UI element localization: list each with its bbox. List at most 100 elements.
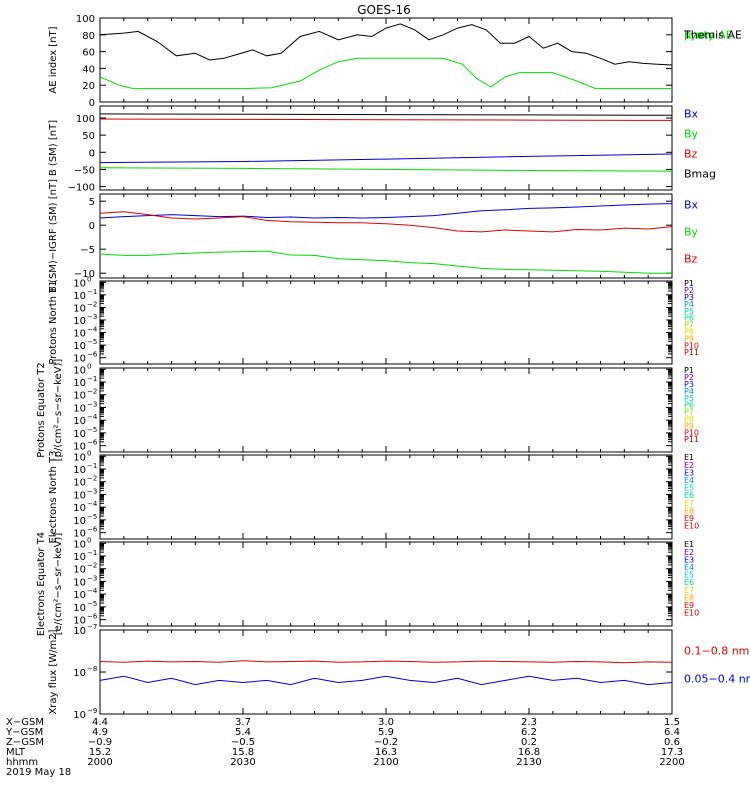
legend-entry: P6 xyxy=(684,401,694,410)
series-line-bmag xyxy=(99,113,673,116)
y-tick-label: 10 xyxy=(73,603,86,614)
panel-frame xyxy=(99,454,673,540)
y-tick-label: 60 xyxy=(82,48,95,59)
panel-frame xyxy=(99,280,673,365)
series-line-by xyxy=(99,250,672,274)
y-axis-units: [e/(cm²−s−sr−keV)] xyxy=(53,533,64,636)
legend-entry: E8 xyxy=(684,593,694,602)
legend-entry: P3 xyxy=(684,293,694,302)
y-tick-exponent: −7 xyxy=(87,623,97,631)
legend-entry: P10 xyxy=(684,341,699,350)
y-axis-label: Protons North T1 xyxy=(48,280,59,364)
y-tick-label: 10 xyxy=(73,341,86,352)
x-tick-value: 17.3 xyxy=(661,747,683,758)
y-tick-exponent: 0 xyxy=(87,536,91,544)
legend-entry: E3 xyxy=(684,555,694,564)
y-tick-label: −50 xyxy=(74,165,95,176)
x-row-label: Z−GSM xyxy=(6,737,44,748)
y-tick-label: 10 xyxy=(73,565,86,576)
y-axis-label: Protons Equator T2 xyxy=(36,362,47,458)
x-tick-value: 15.2 xyxy=(89,747,111,758)
x-tick-value: 1.5 xyxy=(664,717,680,728)
y-tick-exponent: 0 xyxy=(87,362,91,370)
series-line-kyoto-proxy-ae xyxy=(99,57,672,90)
x-tick-value: 4.4 xyxy=(92,717,108,728)
legend-entry: Themis AE xyxy=(683,28,742,41)
panel-bsm: −100 −50 0 50 100 B (SM) [nT] Bx By Bz Bmag xyxy=(48,105,716,194)
y-tick-label: 10 xyxy=(73,365,86,376)
x-row-label: X−GSM xyxy=(6,717,44,728)
y-tick-label: 50 xyxy=(82,131,95,142)
y-tick-label: 0 xyxy=(89,148,95,159)
legend-entry: E5 xyxy=(684,484,694,493)
legend-entry: Kyoto xyxy=(684,28,715,41)
y-tick-label: 10 xyxy=(73,577,86,588)
y-tick-exponent: −5 xyxy=(87,426,97,434)
y-tick-exponent: −3 xyxy=(87,313,97,321)
y-axis-units: [p/(cm²−s−sr−keV)] xyxy=(53,359,64,462)
legend-entry: E2 xyxy=(684,461,694,470)
legend-entry: E6 xyxy=(684,491,694,500)
y-axis-label: Electrons North T3 xyxy=(48,450,59,543)
legend-entry: P9 xyxy=(684,421,694,430)
legend-entry: P8 xyxy=(684,328,694,337)
legend-entry: P4 xyxy=(684,387,694,396)
y-tick-label: 10 xyxy=(73,668,86,679)
legend-entry: Bz xyxy=(684,252,698,265)
legend-entry: P7 xyxy=(684,321,694,330)
x-tick-value: 2130 xyxy=(516,757,541,768)
legend-entry: Bmag xyxy=(684,167,716,180)
legend-entry: P11 xyxy=(684,435,699,444)
x-tick-value: −0.2 xyxy=(374,737,398,748)
y-tick-label: 10 xyxy=(73,516,86,527)
y-tick-exponent: −4 xyxy=(87,587,98,595)
legend-entry: P6 xyxy=(684,314,694,323)
y-axis-label: Xray flux [W/m2] xyxy=(48,629,59,714)
x-tick-value: 3.0 xyxy=(378,717,394,728)
legend-entry: E10 xyxy=(684,609,699,618)
y-axis-label: AE index [nT] xyxy=(48,26,59,93)
legend-entry: E5 xyxy=(684,571,694,580)
y-tick-exponent: 0 xyxy=(87,449,91,457)
x-tick-value: −0.9 xyxy=(88,737,112,748)
y-tick-label: 10 xyxy=(73,552,86,563)
y-tick-label: 10 xyxy=(73,442,86,453)
series-line-themis-ae xyxy=(99,23,673,66)
y-tick-exponent: −6 xyxy=(87,351,98,359)
y-tick-label: 0 xyxy=(89,221,95,232)
x-row-label: hhmm xyxy=(6,757,38,768)
legend-entry: By xyxy=(684,225,699,238)
y-tick-exponent: −2 xyxy=(87,562,97,570)
y-tick-label: 10 xyxy=(73,590,86,601)
x-tick-value: 2.3 xyxy=(521,717,537,728)
legend-entry: E7 xyxy=(684,499,694,508)
legend-entry: E6 xyxy=(684,578,694,587)
y-tick-label: 100 xyxy=(76,114,95,125)
legend-entry: P1 xyxy=(684,279,694,288)
y-tick-exponent: −5 xyxy=(87,513,97,521)
y-tick-label: 10 xyxy=(73,278,86,289)
legend-entry: P4 xyxy=(684,300,694,309)
y-tick-label: 10 xyxy=(73,503,86,514)
y-tick-exponent: −2 xyxy=(87,300,97,308)
y-tick-exponent: −1 xyxy=(87,462,97,470)
y-tick-exponent: 0 xyxy=(87,275,91,283)
x-tick-value: 2030 xyxy=(230,757,255,768)
x-row-label: MLT xyxy=(6,747,26,758)
x-tick-value: 16.8 xyxy=(518,747,540,758)
y-tick-label: 10 xyxy=(73,303,86,314)
legend-entry: E9 xyxy=(684,601,694,610)
y-tick-label: 10 xyxy=(73,490,86,501)
y-tick-label: 10 xyxy=(73,626,86,637)
series-line-bx xyxy=(99,153,673,164)
x-tick-value: 3.7 xyxy=(235,717,251,728)
legend-entry: E4 xyxy=(684,563,694,572)
legend-entry: P9 xyxy=(684,334,694,343)
y-tick-exponent: −5 xyxy=(87,338,97,346)
series-line-0-05-0-4-nm xyxy=(99,675,673,686)
y-tick-exponent: −8 xyxy=(87,665,97,673)
